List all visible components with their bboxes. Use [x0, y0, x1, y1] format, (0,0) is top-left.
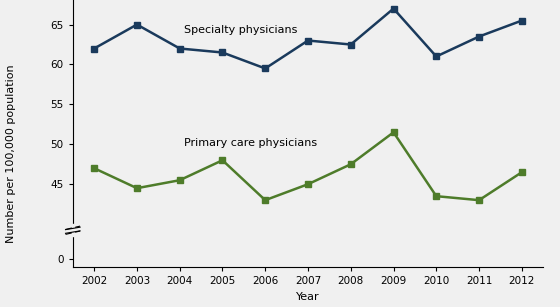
Text: Number per 100,000 population: Number per 100,000 population — [6, 64, 16, 243]
Text: Specialty physicians: Specialty physicians — [184, 25, 297, 35]
Text: Primary care physicians: Primary care physicians — [184, 138, 317, 148]
X-axis label: Year: Year — [296, 292, 320, 302]
